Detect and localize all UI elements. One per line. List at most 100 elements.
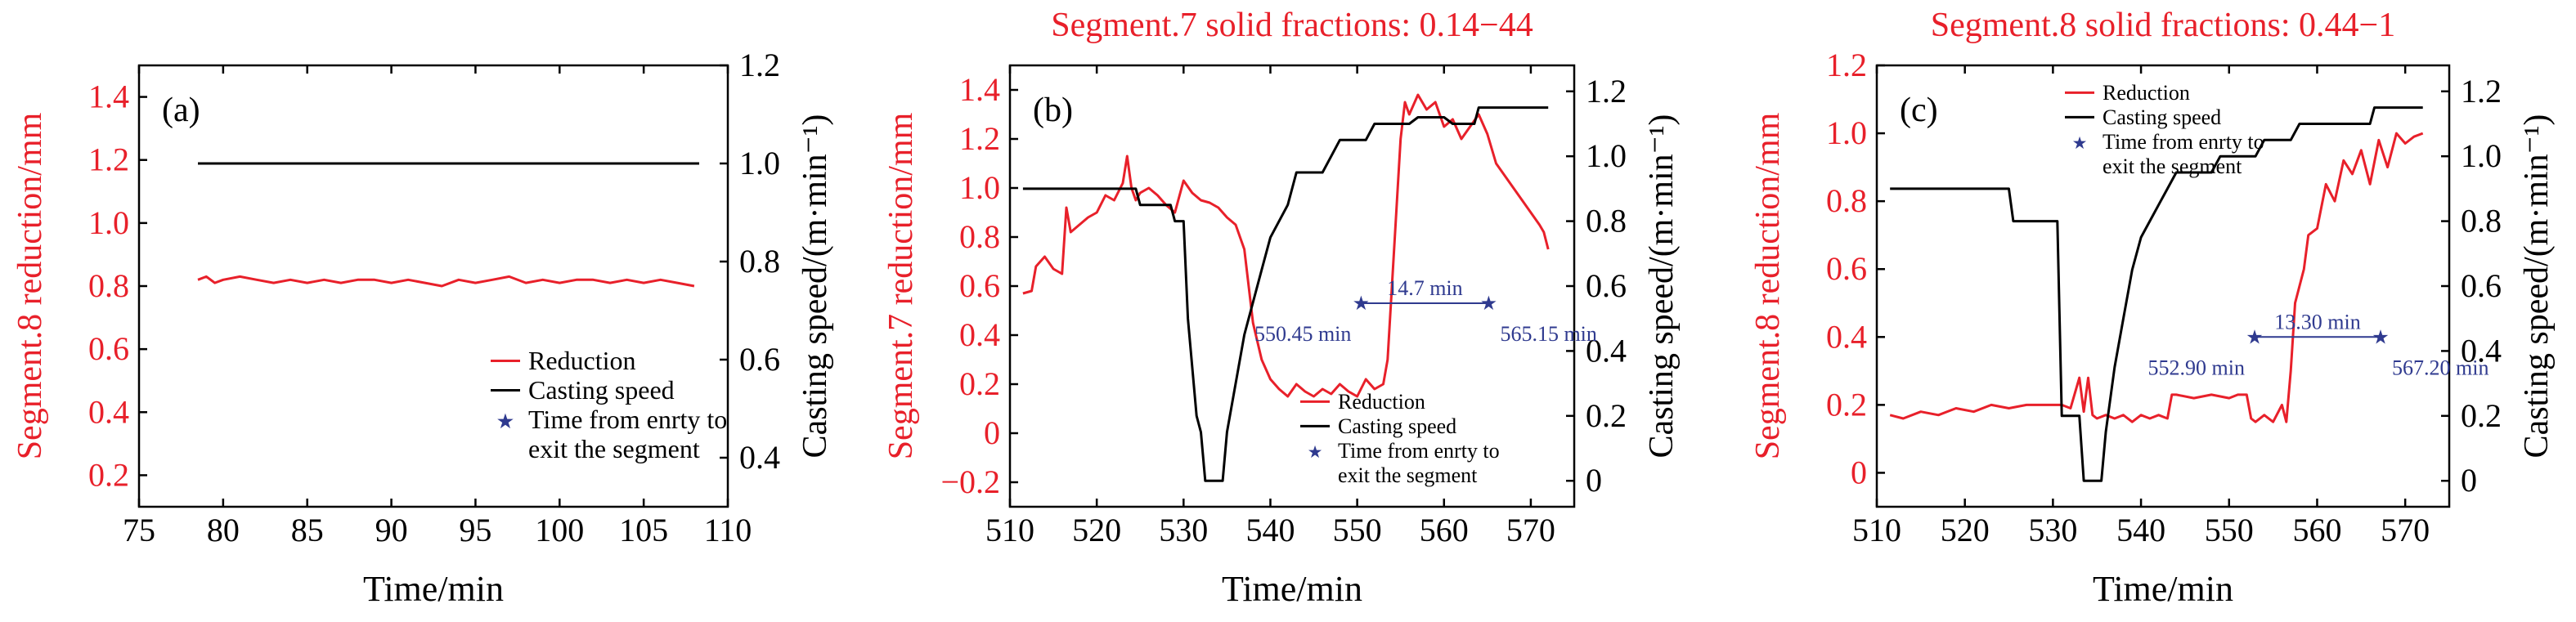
x-tick-label: 540 xyxy=(1245,512,1295,548)
chart-title: Segment.7 solid fractions: 0.14−44 xyxy=(1051,7,1533,44)
marker-label: 567.20 min xyxy=(2392,356,2488,379)
x-axis-label: Time/min xyxy=(2093,569,2233,609)
x-tick-label: 510 xyxy=(1852,512,1901,548)
y-left-axis-label: Segment.8 reduction/mm xyxy=(11,112,49,459)
x-tick-label: 110 xyxy=(704,512,752,548)
y-right-tick-label: 0.2 xyxy=(1586,397,1627,434)
y-left-axis-label: Segment.8 reduction/mm xyxy=(1749,112,1787,459)
x-tick-label: 100 xyxy=(535,512,584,548)
y-left-tick-label: 0.4 xyxy=(959,316,1000,353)
y-left-tick-label: 0.2 xyxy=(959,365,1000,402)
y-left-tick-label: 1.4 xyxy=(88,78,129,115)
series-line-reduction xyxy=(1022,93,1550,398)
x-tick-label: 520 xyxy=(1072,512,1121,548)
y-right-axis-label: Casting speed/(m·min⁻¹) xyxy=(797,114,834,459)
legend-label-reduction: Reduction xyxy=(2103,81,2190,105)
panel-label: (c) xyxy=(1900,92,1938,129)
y-left-tick-label: 0.8 xyxy=(88,267,129,304)
x-tick-label: 550 xyxy=(1333,512,1382,548)
y-left-tick-label: −0.2 xyxy=(940,463,1000,500)
legend-label-marker: Time from enrty to xyxy=(2103,130,2264,154)
y-left-tick-label: 0.6 xyxy=(88,330,129,367)
y-left-tick-label: 0.4 xyxy=(1826,318,1867,355)
duration-label: 13.30 min xyxy=(2274,310,2360,333)
panel-label: (b) xyxy=(1033,92,1073,129)
y-right-tick-label: 1.2 xyxy=(1586,73,1627,110)
y-right-tick-label: 0.4 xyxy=(1586,332,1627,369)
panel-c: 510 520 530 540 550 560 570 0 0.2 0.4 0.6 0.8 1.0 1.2… xyxy=(1749,7,2556,609)
x-tick-label: 90 xyxy=(375,512,408,548)
y-right-tick-label: 0.6 xyxy=(739,341,780,378)
legend-label-marker-line2: exit the segment xyxy=(528,434,700,463)
y-right-tick-label: 1.0 xyxy=(2461,137,2502,174)
x-axis-label: Time/min xyxy=(1222,569,1362,609)
y-right-tick-label: 0.8 xyxy=(2461,203,2502,239)
x-tick-label: 80 xyxy=(207,512,240,548)
y-left-tick-label: 1.2 xyxy=(88,141,129,178)
x-tick-label: 530 xyxy=(1159,512,1208,548)
x-tick-label: 560 xyxy=(1420,512,1469,548)
series-line-casting-speed xyxy=(1022,106,1549,482)
y-left-tick-label: 0.2 xyxy=(1826,386,1867,423)
marker-star: ★ xyxy=(1353,293,1371,315)
y-left-tick-label: 0.8 xyxy=(1826,182,1867,219)
y-left-tick-label: 1.2 xyxy=(1826,47,1867,83)
marker-label: 565.15 min xyxy=(1500,322,1596,346)
y-right-tick-label: 0.2 xyxy=(2461,397,2502,434)
y-right-tick-label: 1.2 xyxy=(2461,73,2502,110)
x-tick-label: 570 xyxy=(2381,512,2430,548)
y-right-axis-label: Casting speed/(m·min⁻¹) xyxy=(2518,114,2556,459)
x-tick-label: 510 xyxy=(985,512,1034,548)
y-left-tick-label: 1.2 xyxy=(959,120,1000,157)
y-right-tick-label: 0.8 xyxy=(1586,203,1627,239)
x-tick-label: 560 xyxy=(2292,512,2341,548)
y-left-tick-label: 0 xyxy=(984,414,1000,451)
legend-label-marker-line2: exit the segment xyxy=(1338,463,1478,487)
legend-label-casting-speed: Casting speed xyxy=(528,375,675,405)
x-tick-label: 85 xyxy=(291,512,324,548)
y-left-tick-label: 0.6 xyxy=(959,267,1000,304)
y-left-axis-label: Segment.7 reduction/mm xyxy=(882,112,920,459)
y-left-tick-label: 0 xyxy=(1851,454,1867,490)
legend-label-reduction: Reduction xyxy=(528,346,636,375)
legend-label-reduction: Reduction xyxy=(1338,390,1425,414)
chart-title: Segment.8 solid fractions: 0.44−1 xyxy=(1931,7,2395,44)
marker-star: ★ xyxy=(2246,327,2264,348)
y-right-tick-label: 0.4 xyxy=(739,439,780,476)
x-tick-label: 550 xyxy=(2205,512,2254,548)
y-left-tick-label: 0.6 xyxy=(1826,250,1867,287)
x-tick-label: 540 xyxy=(2116,512,2165,548)
y-left-tick-label: 1.0 xyxy=(959,169,1000,206)
y-left-tick-label: 0.4 xyxy=(88,393,129,430)
y-left-tick-label: 1.0 xyxy=(1826,114,1867,151)
marker-label: 550.45 min xyxy=(1254,322,1351,346)
y-right-tick-label: 0.8 xyxy=(739,243,780,280)
duration-label: 14.7 min xyxy=(1387,276,1462,300)
series-line-reduction xyxy=(1889,132,2424,423)
legend-swatch-marker: ★ xyxy=(1308,443,1323,462)
legend-label-marker-line2: exit the segment xyxy=(2103,154,2242,178)
legend-label-casting-speed: Casting speed xyxy=(1338,414,1456,438)
marker-star: ★ xyxy=(1480,293,1498,315)
legend-swatch-marker: ★ xyxy=(2072,134,2088,153)
y-right-tick-label: 0.6 xyxy=(1586,267,1627,304)
panel-label: (a) xyxy=(162,92,200,129)
x-tick-label: 95 xyxy=(459,512,491,548)
x-tick-label: 105 xyxy=(619,512,668,548)
x-tick-label: 530 xyxy=(2028,512,2077,548)
x-tick-label: 570 xyxy=(1506,512,1555,548)
y-left-tick-label: 1.0 xyxy=(88,204,129,241)
x-tick-label: 520 xyxy=(1941,512,1990,548)
marker-star: ★ xyxy=(2372,327,2390,348)
panel-b: 510 520 530 540 550 560 570 −0.2 0 0.2 0.4 0.6 0.8 1.… xyxy=(882,7,1681,609)
y-right-tick-label: 1.0 xyxy=(1586,137,1627,174)
y-right-tick-label: 1.0 xyxy=(739,145,780,181)
series-line-casting-speed xyxy=(1890,106,2423,482)
y-right-tick-label: 0 xyxy=(2461,462,2477,499)
legend-swatch-marker: ★ xyxy=(496,409,515,433)
legend-label-marker: Time from enrty to xyxy=(1338,439,1500,463)
y-right-tick-label: 0 xyxy=(1586,462,1602,499)
